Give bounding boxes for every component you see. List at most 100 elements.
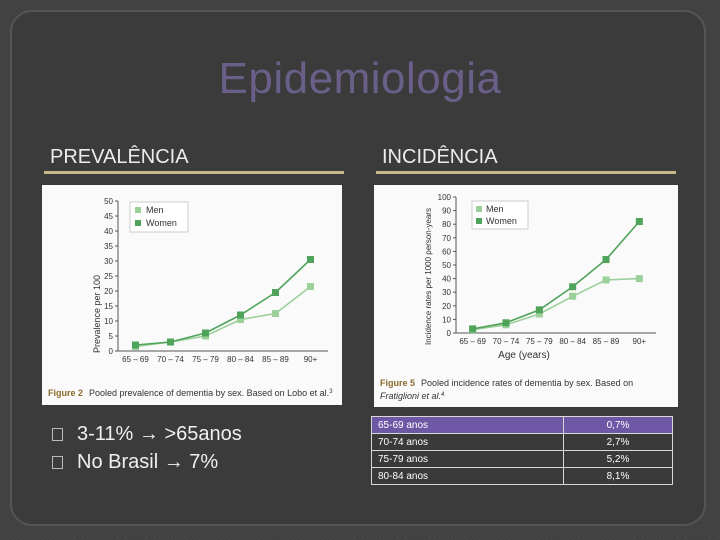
y-tick-label: 20 xyxy=(442,302,451,311)
table-cell-age: 65-69 anos xyxy=(371,416,564,434)
arrow-icon: → xyxy=(163,450,184,473)
data-point-men xyxy=(535,310,543,318)
right-header-rule xyxy=(376,171,676,174)
y-tick-label: 10 xyxy=(104,317,113,326)
table-cell-rate: 8,1% xyxy=(562,467,674,485)
table-row: 75-79 anos 5,2% xyxy=(371,450,674,468)
table-cell-rate: 2,7% xyxy=(562,433,674,451)
x-axis-label: Age (years) xyxy=(498,350,550,361)
bullet-text-a: 3-11% xyxy=(77,422,134,445)
y-tick-label: 15 xyxy=(104,302,113,311)
y-tick-label: 0 xyxy=(447,329,452,338)
chart-caption-line-2: Fratiglioni et al.4 xyxy=(380,391,445,401)
x-tick-label: 85 – 89 xyxy=(593,337,620,346)
table-row: 65-69 anos 0,7% xyxy=(371,416,674,434)
arrow-icon: → xyxy=(138,422,159,445)
data-point-men xyxy=(635,275,643,283)
x-tick-label: 75 – 79 xyxy=(192,355,219,364)
y-tick-label: 25 xyxy=(104,272,113,281)
x-tick-label: 65 – 69 xyxy=(459,337,486,346)
chart-axes: 0 5 10 15 20 25 30 35 40 45 50 65 – 69 70 – 74 75 – 7… xyxy=(104,197,328,364)
series-line-women xyxy=(135,258,312,346)
x-tick-label: 70 – 74 xyxy=(493,337,520,346)
y-tick-label: 10 xyxy=(442,315,451,324)
chart-caption-line-1: Figure 5 Pooled incidence rates of dement… xyxy=(380,378,633,388)
incidence-header: INCIDÊNCIA xyxy=(382,146,498,168)
y-axis-label: Prevalence per 100 xyxy=(92,275,102,353)
chart-background xyxy=(42,185,342,405)
y-tick-label: 50 xyxy=(104,197,113,206)
data-point-women xyxy=(635,217,643,225)
legend-men-label: Men xyxy=(146,205,164,215)
data-point-men xyxy=(272,310,279,317)
y-tick-label: 100 xyxy=(438,193,452,202)
bullet-text-a: No Brasil xyxy=(77,450,159,473)
x-tick-label: 80 – 84 xyxy=(559,337,586,346)
x-tick-label: 75 – 79 xyxy=(526,337,553,346)
legend-women-label: Women xyxy=(146,218,177,228)
y-tick-label: 30 xyxy=(104,257,113,266)
bullet-item: No Brasil → 7% xyxy=(52,448,242,476)
legend-women-swatch xyxy=(476,218,482,224)
y-tick-label: 0 xyxy=(109,347,114,356)
data-point-women xyxy=(202,329,209,337)
incidence-chart: 0 10 20 30 40 50 60 70 80 90 100 65 – 69 70 – 74 75 –… xyxy=(374,185,678,407)
table-cell-rate: 0,7% xyxy=(562,416,674,434)
y-tick-label: 70 xyxy=(442,234,451,243)
table-cell-age: 80-84 anos xyxy=(371,467,564,485)
x-tick-label: 90+ xyxy=(304,355,318,364)
legend-women-swatch xyxy=(135,220,141,226)
chart-caption: Figure 2 Pooled prevalence of dementia by… xyxy=(48,388,333,398)
slide-title: Epidemiologia xyxy=(218,54,502,103)
data-point-men xyxy=(602,276,610,284)
table-cell-age: 75-79 anos xyxy=(371,450,564,468)
series-line-men xyxy=(472,277,640,331)
y-tick-label: 80 xyxy=(442,220,451,229)
table-cell-rate: 5,2% xyxy=(562,450,674,468)
bullet-list: 3-11% → >65anos No Brasil → 7% xyxy=(52,420,242,476)
x-tick-label: 90+ xyxy=(633,337,647,346)
y-tick-label: 90 xyxy=(442,207,451,216)
data-point-men xyxy=(307,283,314,290)
y-tick-label: 40 xyxy=(104,227,113,236)
chart-marks xyxy=(132,256,314,350)
y-tick-label: 20 xyxy=(104,287,113,296)
data-point-women xyxy=(535,306,543,314)
y-tick-label: 45 xyxy=(104,212,113,221)
table-row: 70-74 anos 2,7% xyxy=(371,433,674,451)
left-header-rule xyxy=(44,171,344,174)
chart-marks xyxy=(469,217,643,334)
legend-men-label: Men xyxy=(486,204,504,214)
data-point-women xyxy=(469,325,477,333)
y-tick-label: 5 xyxy=(109,332,114,341)
prevalence-header: PREVALÊNCIA xyxy=(50,146,189,168)
legend-women-label: Women xyxy=(486,216,517,226)
chart-axes: 0 10 20 30 40 50 60 70 80 90 100 65 – 69 70 – 74 75 –… xyxy=(438,193,656,346)
y-tick-label: 60 xyxy=(442,247,451,256)
prevalence-chart: 0 5 10 15 20 25 30 35 40 45 50 65 – 69 70 – 74 75 – 7… xyxy=(42,185,342,405)
y-tick-label: 35 xyxy=(104,242,113,251)
data-point-women xyxy=(307,256,314,263)
bullet-item: 3-11% → >65anos xyxy=(52,420,242,448)
y-axis-label: Incidence rates per 1000 person-years xyxy=(424,208,433,345)
incidence-chart-panel: 0 10 20 30 40 50 60 70 80 90 100 65 – 69 70 – 74 75 –… xyxy=(374,185,678,407)
data-point-men xyxy=(237,316,244,323)
legend-men-swatch xyxy=(476,206,482,212)
prevalence-chart-panel: 0 5 10 15 20 25 30 35 40 45 50 65 – 69 70 – 74 75 – 7… xyxy=(42,185,342,405)
table-cell-age: 70-74 anos xyxy=(371,433,564,451)
legend-box xyxy=(471,200,529,230)
data-point-men xyxy=(569,292,577,300)
data-point-women xyxy=(237,311,244,319)
data-point-women xyxy=(132,341,139,349)
bullet-square-icon xyxy=(52,427,63,441)
data-point-women xyxy=(502,319,510,327)
x-tick-label: 85 – 89 xyxy=(262,355,289,364)
bullet-square-icon xyxy=(52,455,63,469)
y-tick-label: 40 xyxy=(442,275,451,284)
bullet-text-b: >65anos xyxy=(164,422,242,445)
y-tick-label: 30 xyxy=(442,288,451,297)
x-tick-label: 65 – 69 xyxy=(122,355,149,364)
data-point-women xyxy=(602,256,610,264)
incidence-table: 65-69 anos 0,7% 70-74 anos 2,7% 75-79 an… xyxy=(371,416,674,485)
data-point-women xyxy=(569,283,577,291)
